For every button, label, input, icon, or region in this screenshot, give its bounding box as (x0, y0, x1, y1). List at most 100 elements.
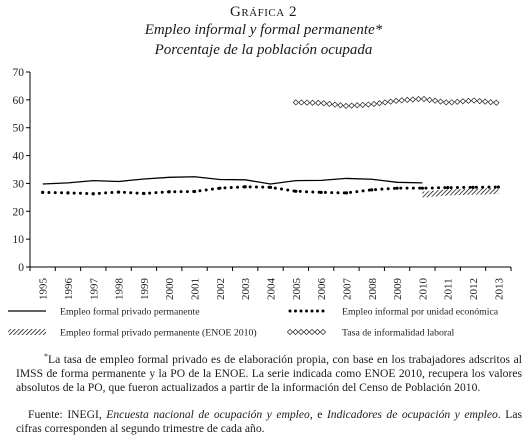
diamond-marker (376, 100, 383, 107)
data-point-informal-unidad (218, 186, 222, 190)
diamond-marker (426, 96, 433, 103)
footnote: *La tasa de empleo formal privado es de … (16, 353, 522, 395)
x-tick-label: 1997 (88, 278, 100, 301)
data-point-informal-unidad (41, 190, 45, 194)
diamond-marker (448, 99, 455, 106)
x-tick-label: 2000 (164, 278, 176, 301)
legend-label: Empleo informal por unidad económica (342, 307, 499, 318)
chart-label: Gráfica 2 (230, 4, 297, 20)
diamond-marker (309, 99, 316, 106)
diamond-marker (326, 100, 333, 108)
legend-swatch-diamond (297, 328, 305, 336)
source-text-2: , e (309, 408, 323, 421)
diamond-marker (476, 97, 483, 105)
legend-swatch-diamond (303, 328, 310, 336)
diamond-marker (354, 102, 361, 109)
x-tick-label: 2004 (266, 278, 278, 301)
legend-label: Empleo formal privado permanente (60, 307, 200, 318)
y-tick-label: 70 (13, 67, 25, 79)
chart-axes: 0 10 20 30 40 50 60 70 1995 1996 1997 1998 1999 2000 2… (13, 67, 512, 300)
data-point-informal-unidad (446, 186, 450, 190)
diamond-marker (454, 98, 461, 105)
legend-swatch-hatched (8, 329, 46, 335)
source-text-1: INEGI, (67, 408, 102, 421)
data-point-informal-unidad (167, 190, 171, 194)
legend-swatch-diamond (292, 328, 299, 336)
x-tick-label: 2009 (392, 278, 404, 301)
legend-swatch-diamond (319, 328, 327, 336)
diamond-marker (404, 96, 411, 104)
diamond-marker (459, 98, 466, 105)
diamond-marker (348, 102, 355, 109)
diamond-marker (337, 102, 344, 109)
source-indicators-name: Indicadores de ocupación y empleo (326, 408, 498, 421)
y-tick-label: 30 (13, 178, 25, 190)
chart-svg: 0 10 20 30 40 50 60 70 1995 1996 1997 1998 1999 2000 2… (8, 67, 512, 339)
x-tick-label: 1996 (63, 278, 75, 301)
diamond-marker (331, 101, 339, 108)
data-point-informal-unidad (471, 185, 475, 189)
legend-label: Tasa de informalidad laboral (342, 328, 454, 339)
y-tick-label: 40 (13, 151, 25, 163)
diamond-marker (437, 98, 444, 105)
data-point-informal-unidad (370, 188, 374, 192)
x-tick-label: 2012 (468, 278, 480, 300)
chart-title: Empleo informal y formal permanente* (144, 22, 383, 38)
x-tick-label: 2003 (240, 278, 252, 301)
y-tick-label: 50 (13, 123, 25, 135)
diamond-marker (493, 99, 500, 106)
data-point-informal-unidad (268, 185, 273, 189)
diamond-marker (482, 98, 489, 105)
legend-swatch-diamond (308, 328, 316, 336)
data-point-informal-unidad (319, 190, 323, 194)
diamond-marker (381, 99, 389, 106)
diamond-marker (298, 99, 305, 106)
x-tick-label: 1995 (38, 278, 50, 301)
diamond-marker (431, 97, 439, 104)
y-tick-label: 0 (18, 262, 24, 274)
data-point-informal-unidad (117, 190, 121, 194)
diamond-marker (443, 99, 450, 106)
series-line-formal-privado (42, 176, 423, 185)
x-tick-label: 2010 (417, 278, 429, 301)
source-text-3: . Las cifras corresponden al segundo tri… (16, 408, 522, 435)
data-point-informal-unidad (395, 186, 399, 190)
x-tick-label: 2011 (443, 278, 455, 300)
diamond-marker (420, 95, 428, 103)
diamond-marker (315, 99, 322, 106)
x-tick-label: 2008 (367, 278, 379, 301)
legend-swatch-diamond (286, 328, 294, 336)
legend-label: Empleo formal privado permanente (ENOE 2… (60, 328, 257, 339)
diamond-marker (303, 99, 311, 106)
data-point-informal-unidad (243, 185, 247, 189)
x-tick-label: 2013 (493, 278, 505, 301)
data-point-informal-unidad (192, 189, 197, 194)
diamond-marker (292, 99, 299, 106)
x-tick-label: 2006 (316, 278, 328, 301)
chart-subtitle: Porcentaje de la población ocupada (154, 42, 373, 58)
footnote-text: La tasa de empleo formal privado es de e… (16, 353, 522, 394)
diamond-marker (320, 100, 327, 107)
y-tick-label: 20 (13, 206, 25, 218)
data-point-informal-unidad (66, 191, 70, 195)
data-point-informal-unidad (91, 192, 95, 196)
x-tick-label: 2005 (291, 278, 303, 301)
y-tick-label: 60 (13, 95, 25, 107)
chart-legend: Empleo formal privado permanente Empleo i… (8, 307, 499, 339)
y-tick-label: 10 (13, 234, 25, 246)
diamond-marker (370, 100, 378, 108)
footnote-mark: * (44, 352, 48, 361)
diamond-marker (342, 102, 350, 110)
diamond-marker (359, 101, 366, 109)
source-note: Fuente: INEGI, Encuesta nacional de ocup… (16, 408, 522, 436)
chart-series (41, 95, 500, 198)
diamond-marker (398, 97, 405, 104)
x-tick-label: 1999 (139, 278, 151, 301)
legend-swatch-diamond (314, 328, 321, 336)
diamond-marker (393, 97, 400, 104)
diamond-marker (409, 96, 416, 103)
x-tick-label: 2007 (341, 278, 353, 301)
source-survey-name: Encuesta nacional de ocupación y empleo (106, 408, 310, 421)
source-label: Fuente: (28, 408, 63, 421)
data-point-informal-unidad (344, 191, 349, 195)
